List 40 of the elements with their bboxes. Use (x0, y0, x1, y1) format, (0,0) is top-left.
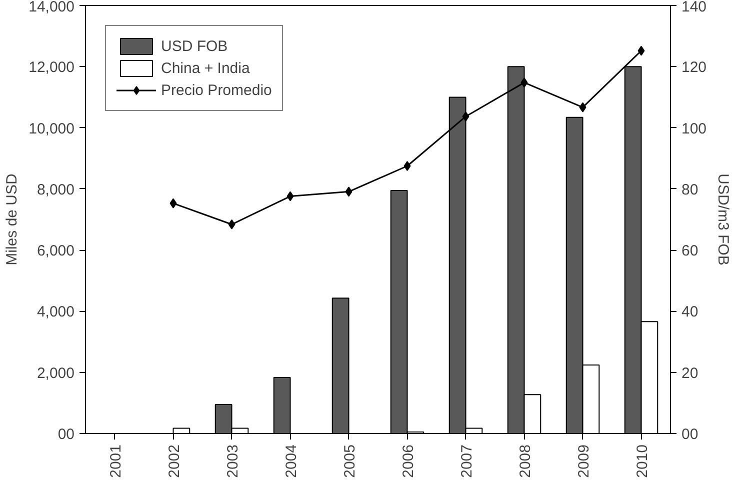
y-tick-label: 6,000 (36, 242, 75, 260)
y-tick-label: 10,000 (28, 120, 75, 138)
y-tick-label: 2,000 (36, 364, 75, 382)
legend-label: China + India (161, 60, 250, 76)
x-tick-label: 2006 (400, 444, 417, 478)
point (228, 219, 236, 230)
y2-tick-label: 120 (682, 59, 707, 76)
x-tick-label: 2004 (282, 444, 300, 478)
point (345, 186, 352, 197)
y-tick-label: 8,000 (36, 181, 75, 198)
y-tick-label: 00 (58, 426, 75, 443)
y-tick-label: 14,000 (28, 0, 75, 16)
point (286, 191, 294, 202)
point (404, 161, 411, 171)
y2-tick-label: 60 (682, 242, 698, 260)
point (579, 102, 586, 112)
legend-label: USD FOB (161, 38, 228, 54)
x-tick-label: 2008 (516, 444, 534, 478)
y2-tick-label: 80 (682, 181, 698, 198)
legend-label: Precio Promedio (161, 82, 272, 98)
x-tick-label: 2002 (166, 444, 183, 478)
point (170, 198, 177, 208)
x-tick-label: 2001 (107, 444, 124, 478)
point (462, 111, 470, 122)
y-axis-title: Miles de USD (4, 173, 21, 266)
point (638, 46, 645, 56)
y2-tick-label: 100 (682, 120, 707, 138)
x-tick-label: 2003 (224, 444, 242, 478)
y2-tick-label: 140 (682, 0, 707, 16)
x-tick-label: 2009 (575, 444, 592, 478)
y2-tick-label: 40 (682, 304, 698, 321)
x-tick-label: 2005 (341, 444, 358, 478)
x-tick-label: 2007 (458, 444, 476, 478)
x-tick-label: 2010 (634, 444, 651, 478)
point (520, 78, 528, 88)
y-tick-label: 4,000 (36, 304, 75, 321)
y-tick-label: 12,000 (28, 59, 75, 76)
y2-axis-title: USD/m3 FOB (714, 174, 732, 266)
y2-tick-label: 00 (682, 426, 698, 443)
y2-tick-label: 20 (682, 364, 698, 382)
